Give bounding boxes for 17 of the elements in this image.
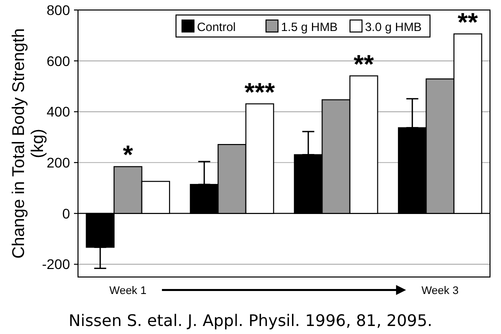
data-label: *** — [244, 76, 276, 107]
x-tick-label: Week 1 — [109, 285, 146, 297]
data-label: * — [122, 140, 134, 170]
data-label: ** — [354, 48, 375, 79]
y-tick-label: -200 — [42, 256, 70, 272]
y-tick-label: 600 — [46, 52, 70, 69]
x-tick-label: Week 3 — [422, 285, 459, 297]
y-tick-label: 400 — [46, 104, 70, 120]
y-axis-title: Change in Total Body Strength (kg) — [9, 28, 47, 259]
y-tick-label: 800 — [46, 2, 70, 18]
legend-label: Control — [197, 20, 236, 34]
legend-label: 1.5 g HMB — [281, 20, 338, 34]
text: Nissen S. etal. J. Appl. Physil. 1996, 81, 2095. — [68, 311, 432, 330]
data-label: ** — [458, 6, 479, 37]
y-tick-label: 0 — [62, 205, 70, 222]
y-tick-label: 200 — [46, 154, 70, 170]
legend-label: 3.0 g HMB — [365, 20, 422, 34]
